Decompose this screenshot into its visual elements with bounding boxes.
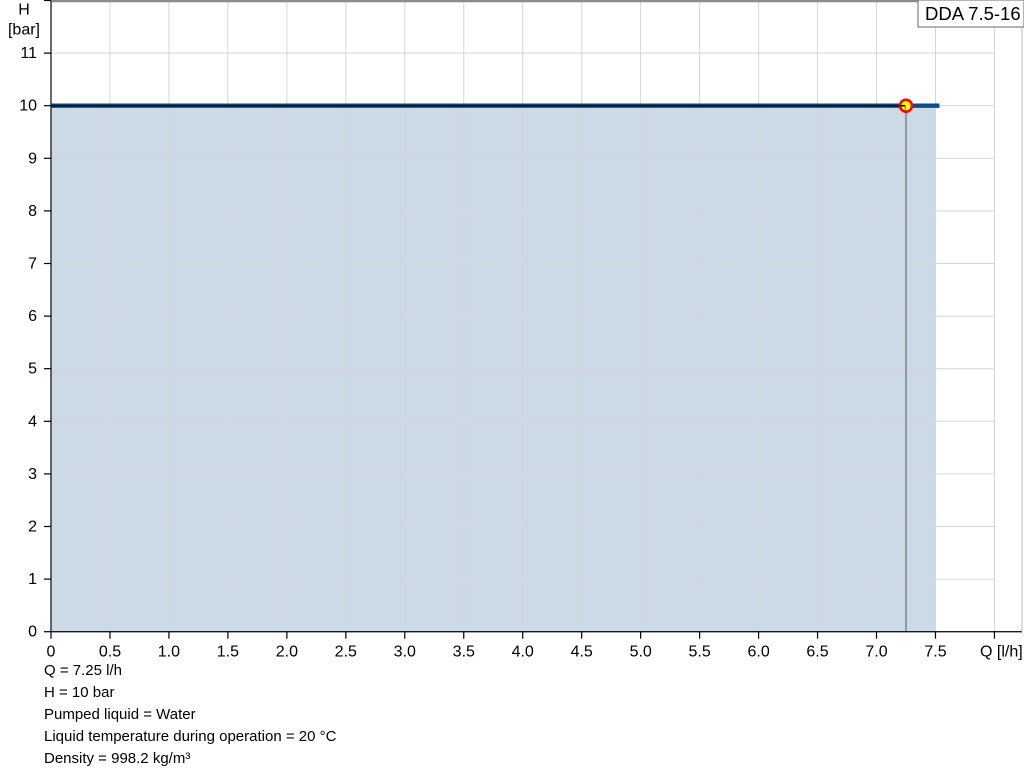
svg-text:2.5: 2.5	[335, 644, 357, 661]
svg-text:1.0: 1.0	[158, 644, 180, 661]
svg-text:3.0: 3.0	[394, 644, 416, 661]
svg-text:6.5: 6.5	[806, 644, 828, 661]
svg-text:0: 0	[28, 624, 37, 641]
svg-text:[bar]: [bar]	[8, 22, 40, 39]
svg-text:Q [l/h]: Q [l/h]	[980, 644, 1023, 661]
svg-text:6.0: 6.0	[747, 644, 769, 661]
svg-text:6: 6	[28, 308, 37, 325]
svg-text:2.0: 2.0	[276, 644, 298, 661]
svg-text:1.5: 1.5	[217, 644, 239, 661]
svg-text:4: 4	[28, 413, 37, 430]
svg-text:3: 3	[28, 466, 37, 483]
svg-text:0: 0	[47, 644, 56, 661]
svg-text:7.5: 7.5	[924, 644, 946, 661]
svg-text:DDA 7.5-16: DDA 7.5-16	[925, 3, 1021, 24]
svg-text:4.5: 4.5	[571, 644, 593, 661]
svg-text:8: 8	[28, 203, 37, 220]
svg-text:11: 11	[20, 45, 37, 62]
svg-text:H: H	[18, 2, 30, 19]
svg-text:10: 10	[19, 98, 37, 115]
svg-text:5.5: 5.5	[688, 644, 710, 661]
svg-text:1: 1	[28, 571, 37, 588]
svg-text:0.5: 0.5	[99, 644, 121, 661]
svg-text:7: 7	[28, 256, 37, 273]
svg-text:9: 9	[28, 150, 37, 167]
svg-text:4.0: 4.0	[512, 644, 534, 661]
svg-text:5.0: 5.0	[630, 644, 652, 661]
svg-text:5: 5	[28, 361, 37, 378]
svg-text:2: 2	[28, 519, 37, 536]
svg-text:3.5: 3.5	[453, 644, 475, 661]
svg-text:7.0: 7.0	[865, 644, 887, 661]
